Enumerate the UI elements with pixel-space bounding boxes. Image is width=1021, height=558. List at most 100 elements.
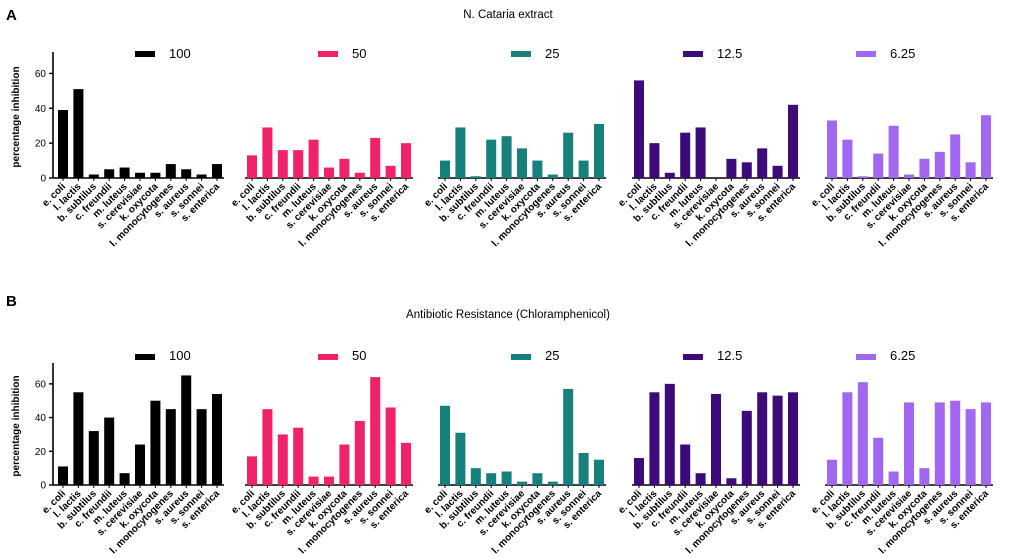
bar-6.25-s-sonnei [965,162,976,178]
bar-100-c-freundii [104,417,115,485]
bar-50-c-freundii [293,427,304,485]
bar-25-s-cerevisiae [517,481,527,485]
legend-swatch-50 [318,51,338,57]
bar-25-s-sonnei [578,452,589,485]
bar-6.25-l-lactis [842,392,853,485]
legend-label-25: 25 [545,348,559,363]
legend-label-6.25: 6.25 [890,348,915,363]
bar-12.5-s-enterica [788,104,798,178]
bar-50-s-aureus [370,377,381,485]
bar-100-e-coli [58,110,68,178]
bar-6.25-k-oxycota [919,158,930,178]
legend-label-100: 100 [169,348,191,363]
bar-12.5-e-coli [634,80,644,178]
bar-6.25-s-enterica [981,115,991,178]
bar-6.25-s-cerevisiae [904,402,914,485]
bar-50-s-cerevisiae [324,476,334,485]
legend-label-6.25: 6.25 [890,46,915,61]
bar-100-b-subtilus [88,431,99,485]
chart-title: Antibiotic Resistance (Chloramphenicol) [406,309,610,321]
bar-50-e-coli [247,456,257,485]
y-axis-label: percentage inhibition [11,375,22,476]
bar-6.25-s-aureus [950,400,961,485]
bar-12.5-s-sonnei [772,395,783,485]
bar-6.25-b-subtilus [857,176,868,178]
legend-swatch-6.25 [856,354,876,360]
bar-100-m-luteus [119,167,130,178]
bar-6.25-c-freundii [873,153,884,178]
bar-25-b-subtilus [470,468,481,485]
bar-6.25-s-aureus [950,134,961,178]
y-tick-label: 60 [35,379,47,390]
bar-100-s-cerevisiae [135,444,145,485]
legend-label-50: 50 [352,46,366,61]
bar-12.5-m-luteus [695,127,706,178]
bar-100-l-monocytogenes [165,164,176,178]
bar-100-l-monocytogenes [165,409,176,485]
bar-50-m-luteus [308,139,319,178]
bar-50-s-sonnei [385,165,396,178]
bar-25-l-lactis [455,432,466,485]
chart-panel-b: B Antibiotic Resistance (Chloramphenicol)… [6,293,993,556]
bar-12.5-l-lactis [649,143,660,178]
bar-25-c-freundii [486,139,497,178]
bar-12.5-m-luteus [695,473,706,485]
bar-12.5-s-enterica [788,392,798,485]
bar-100-l-lactis [73,392,84,485]
bar-100-k-oxycota [150,172,161,178]
bar-50-k-oxycota [339,444,350,485]
bar-25-s-sonnei [578,160,589,178]
bar-100-s-enterica [212,393,222,485]
bar-6.25-s-sonnei [965,409,976,485]
bar-25-s-aureus [563,132,574,178]
bar-100-s-enterica [212,164,222,178]
y-tick-label: 0 [40,481,46,492]
bar-100-s-cerevisiae [135,172,145,178]
panel-letter: A [6,7,17,24]
bar-25-c-freundii [486,473,497,485]
bar-12.5-s-sonnei [772,165,783,178]
bar-50-m-luteus [308,476,319,485]
bar-12.5-k-oxycota [726,478,737,485]
bar-100-s-aureus [181,375,192,485]
bar-25-m-luteus [501,471,512,485]
y-tick-label: 40 [35,104,47,115]
y-tick-label: 20 [35,447,47,458]
bar-6.25-s-cerevisiae [904,174,914,178]
bar-100-s-aureus [181,169,192,178]
y-tick-label: 20 [35,139,47,150]
bar-12.5-s-aureus [757,392,768,485]
bar-100-l-lactis [73,89,84,178]
bar-12.5-l-monocytogenes [741,410,752,485]
bar-25-b-subtilus [470,176,481,178]
bar-12.5-s-cerevisiae [711,393,721,485]
y-tick-label: 60 [35,69,47,80]
bar-6.25-k-oxycota [919,468,930,485]
bar-6.25-l-monocytogenes [934,402,945,485]
bar-6.25-l-lactis [842,139,853,178]
bar-25-e-coli [440,160,450,178]
y-tick-label: 40 [35,413,47,424]
bar-50-l-lactis [262,127,273,178]
legend-label-100: 100 [169,46,191,61]
bar-25-k-oxycota [532,473,543,485]
bar-25-s-aureus [563,388,574,485]
bar-25-l-monocytogenes [547,481,558,485]
bar-100-e-coli [58,466,68,485]
bar-6.25-e-coli [827,459,837,485]
bar-12.5-b-subtilus [664,172,675,178]
bar-100-c-freundii [104,169,115,178]
bar-25-s-cerevisiae [517,148,527,178]
bar-25-k-oxycota [532,160,543,178]
bar-25-s-enterica [594,459,604,485]
bar-100-s-sonnei [196,174,207,178]
legend-label-50: 50 [352,348,366,363]
panel-letter: B [6,293,17,310]
bar-100-k-oxycota [150,400,161,485]
bar-50-s-aureus [370,137,381,178]
bar-50-b-subtilus [277,434,288,485]
bar-12.5-k-oxycota [726,158,737,178]
legend-swatch-6.25 [856,51,876,57]
bar-50-s-cerevisiae [324,167,334,178]
